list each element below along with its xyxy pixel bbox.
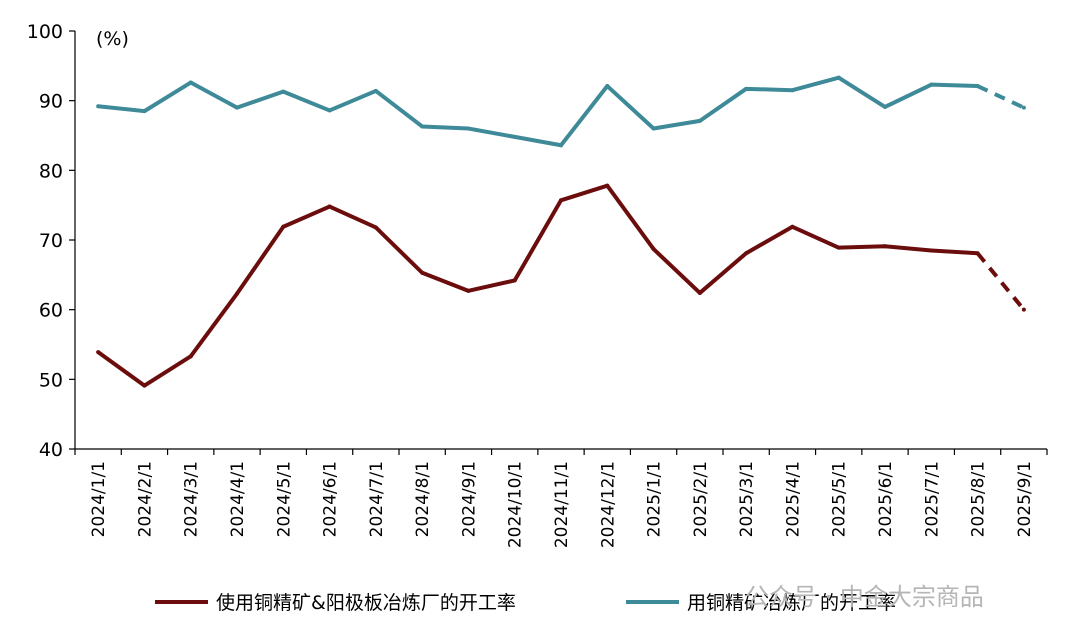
data-point — [744, 251, 749, 256]
data-point — [605, 84, 610, 89]
data-point — [188, 354, 193, 359]
data-point — [883, 244, 887, 249]
x-tick-label: 2025/7/1 — [922, 461, 942, 537]
data-point — [96, 350, 101, 355]
x-tick-label: 2024/11/1 — [552, 461, 572, 548]
data-point — [929, 82, 934, 87]
data-point — [1021, 307, 1026, 312]
series-line-solid — [97, 75, 978, 148]
x-tick-label: 2024/2/1 — [135, 461, 155, 537]
data-point — [883, 104, 887, 109]
data-point — [651, 247, 656, 252]
data-point — [836, 75, 841, 80]
x-tick-label: 2025/8/1 — [969, 461, 989, 537]
data-point — [929, 248, 934, 253]
data-point — [142, 109, 147, 114]
x-axis-ticks: 2024/1/1 2024/2/1 2024/3/1 2024/4/1 2024/5/1… — [74, 449, 1048, 548]
data-point — [559, 198, 563, 203]
data-point — [790, 88, 795, 93]
data-point — [744, 86, 749, 91]
x-tick-label: 2024/12/1 — [598, 461, 618, 548]
data-point — [836, 245, 841, 250]
y-tick-label: 100 — [27, 21, 63, 43]
data-point — [1021, 105, 1026, 110]
data-point — [420, 124, 425, 129]
data-point — [651, 126, 656, 131]
x-tick-label: 2024/7/1 — [367, 461, 387, 537]
x-tick-label: 2024/4/1 — [228, 461, 248, 537]
data-point — [327, 204, 332, 209]
axes — [74, 31, 1047, 450]
data-point — [373, 225, 378, 230]
x-tick-label: 2024/1/1 — [89, 461, 109, 537]
series-1 — [96, 183, 1026, 388]
x-tick-label: 2025/4/1 — [783, 461, 803, 537]
y-tick-label: 40 — [39, 439, 63, 461]
data-point — [466, 288, 471, 293]
series-line-forecast — [976, 84, 1025, 110]
x-tick-label: 2024/6/1 — [321, 461, 341, 537]
x-tick-label: 2025/3/1 — [737, 461, 757, 537]
data-point — [281, 224, 286, 229]
data-point — [975, 84, 980, 89]
y-tick-label: 90 — [39, 91, 63, 113]
y-axis-ticks: 40 50 60 70 80 90 100 — [27, 21, 75, 461]
data-point — [235, 291, 239, 296]
data-point — [697, 118, 702, 123]
y-tick-label: 70 — [39, 230, 63, 252]
series-layer — [96, 75, 1026, 388]
x-tick-label: 2024/3/1 — [182, 461, 202, 537]
data-point — [235, 105, 239, 110]
data-point — [281, 89, 286, 94]
y-tick-label: 80 — [39, 160, 63, 182]
legend-label-series-1: 使用铜精矿&阳极板冶炼厂的开工率 — [216, 592, 516, 614]
data-point — [697, 290, 702, 295]
x-tick-label: 2024/5/1 — [274, 461, 294, 537]
x-tick-label: 2024/9/1 — [459, 461, 479, 537]
watermark: 公众号 · 中金大宗商品 — [745, 583, 984, 611]
y-unit-label: (%) — [96, 28, 129, 50]
series-2 — [96, 75, 1026, 148]
series-line-solid — [96, 183, 978, 388]
x-tick-label: 2025/2/1 — [691, 461, 711, 537]
y-tick-label: 50 — [39, 369, 63, 391]
data-point — [373, 88, 378, 93]
data-point — [512, 134, 517, 139]
x-tick-label: 2025/9/1 — [1015, 461, 1035, 537]
x-tick-label: 2024/8/1 — [413, 461, 433, 537]
data-point — [142, 383, 147, 388]
legend-label-series-2: 用铜精矿冶炼厂的开工率 — [687, 592, 896, 614]
legend: 使用铜精矿&阳极板冶炼厂的开工率 用铜精矿冶炼厂的开工率 — [155, 592, 896, 614]
data-point — [327, 108, 332, 113]
data-point — [559, 143, 563, 148]
series-line-forecast — [976, 251, 1026, 311]
x-tick-label: 2025/5/1 — [830, 461, 850, 537]
data-point — [96, 104, 101, 109]
x-tick-label: 2025/6/1 — [876, 461, 896, 537]
data-point — [188, 80, 193, 85]
data-point — [466, 126, 471, 131]
data-point — [512, 278, 517, 283]
data-point — [975, 251, 980, 256]
y-tick-label: 60 — [39, 300, 63, 322]
x-tick-label: 2024/10/1 — [506, 461, 526, 548]
data-point — [605, 183, 610, 188]
data-point — [420, 270, 425, 275]
data-point — [790, 224, 795, 229]
x-tick-label: 2025/1/1 — [645, 461, 665, 537]
